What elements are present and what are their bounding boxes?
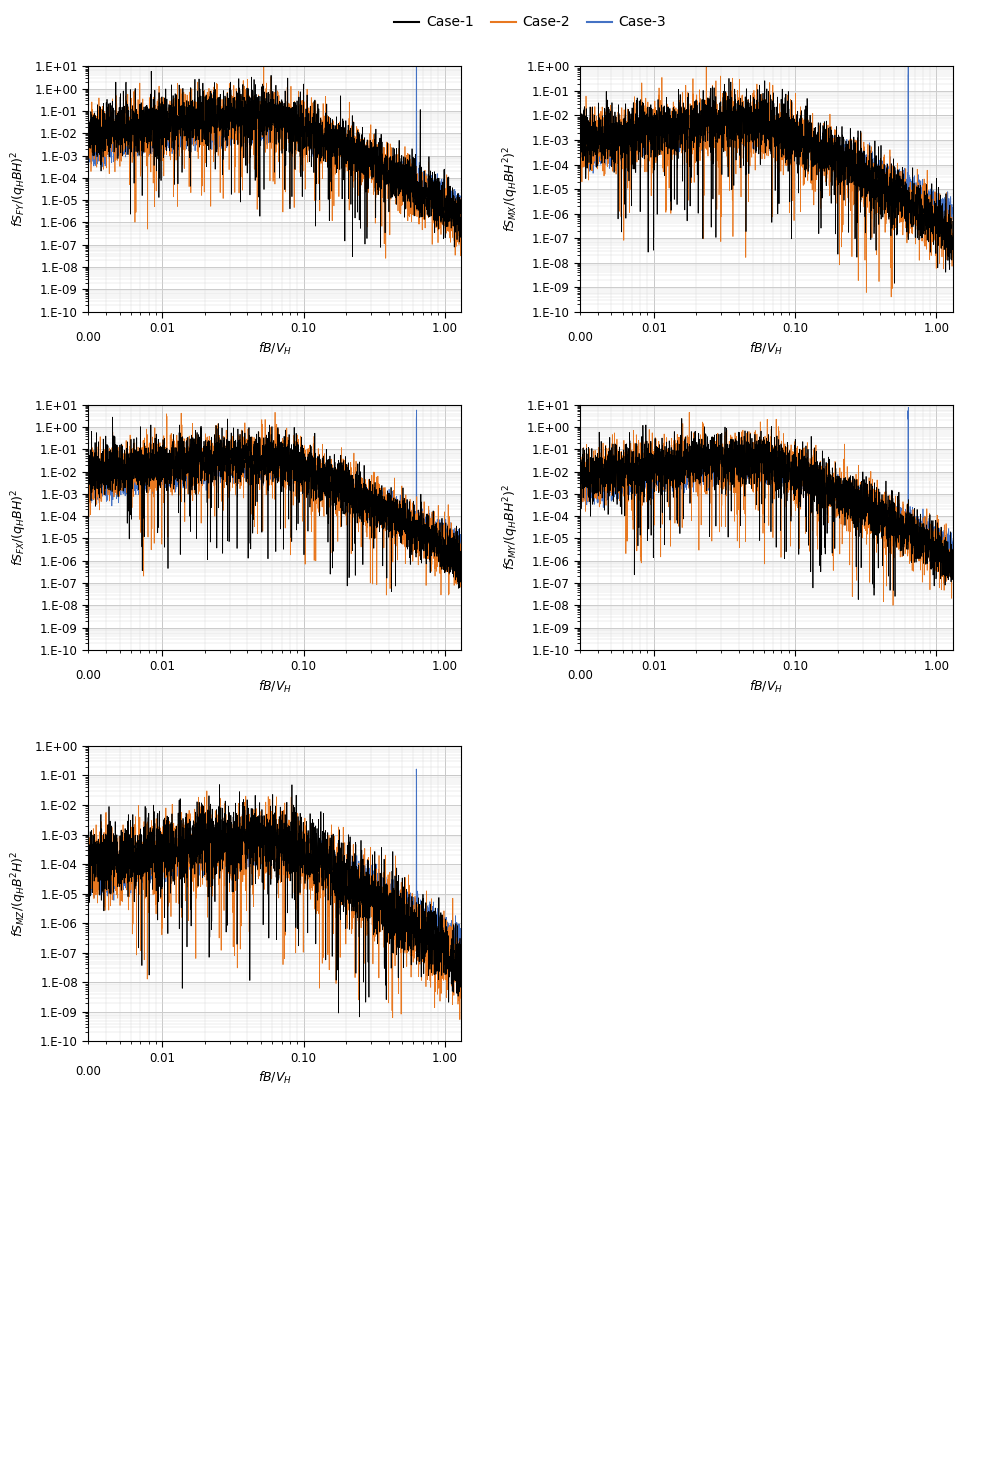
Y-axis label: $fS_{FX}/(q_HBH)^2$: $fS_{FX}/(q_HBH)^2$	[10, 489, 29, 566]
X-axis label: $fB/V_H$: $fB/V_H$	[749, 679, 784, 696]
X-axis label: $fB/V_H$: $fB/V_H$	[257, 341, 292, 356]
Text: 0.00: 0.00	[76, 331, 101, 344]
Y-axis label: $fS_{MZ}/(q_HB^2H)^2$: $fS_{MZ}/(q_HB^2H)^2$	[10, 851, 29, 936]
Text: 0.00: 0.00	[76, 1065, 101, 1078]
Y-axis label: $fS_{FY}/(q_HBH)^2$: $fS_{FY}/(q_HBH)^2$	[10, 151, 29, 227]
Legend: Case-1, Case-2, Case-3: Case-1, Case-2, Case-3	[389, 10, 672, 35]
Text: 0.00: 0.00	[568, 669, 593, 682]
Y-axis label: $fS_{MX}/(q_HBH^2)^2$: $fS_{MX}/(q_HBH^2)^2$	[501, 146, 520, 232]
X-axis label: $fB/V_H$: $fB/V_H$	[749, 341, 784, 356]
X-axis label: $fB/V_H$: $fB/V_H$	[257, 679, 292, 696]
Text: 0.00: 0.00	[76, 669, 101, 682]
Text: 0.00: 0.00	[568, 331, 593, 344]
Y-axis label: $fS_{MY}/(q_HBH^2)^2$: $fS_{MY}/(q_HBH^2)^2$	[501, 484, 520, 570]
X-axis label: $fB/V_H$: $fB/V_H$	[257, 1071, 292, 1087]
